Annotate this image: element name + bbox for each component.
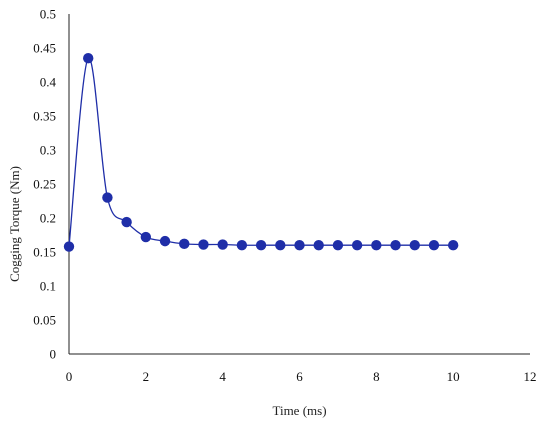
x-tick-labels: 0 2 4 6 8 10 12 <box>66 369 537 384</box>
x-tick-label: 0 <box>66 369 73 384</box>
x-tick-label: 2 <box>143 369 150 384</box>
data-point <box>198 239 209 250</box>
y-tick-label: 0.15 <box>33 245 56 260</box>
data-point <box>428 240 440 251</box>
y-tick-labels: 0 0.05 0.1 0.15 0.2 0.25 0.3 0.35 0.4 0.45 0.5 <box>33 7 56 362</box>
axes <box>68 14 530 355</box>
y-tick-label: 0.1 <box>40 279 56 294</box>
y-tick-label: 0 <box>50 347 57 362</box>
data-point <box>447 240 459 251</box>
data-point <box>332 240 344 251</box>
y-tick-label: 0.25 <box>33 177 56 192</box>
data-point <box>409 240 420 251</box>
series-layer <box>63 53 459 252</box>
data-point <box>63 241 75 252</box>
y-tick-label: 0.45 <box>33 41 56 56</box>
data-point <box>236 240 248 251</box>
y-tick-label: 0.05 <box>33 313 56 328</box>
x-tick-label: 12 <box>524 369 537 384</box>
x-tick-label: 4 <box>219 369 226 384</box>
data-point <box>313 240 324 251</box>
data-point <box>255 240 267 251</box>
data-point <box>294 240 305 251</box>
x-tick-label: 6 <box>296 369 303 384</box>
data-point <box>121 216 132 228</box>
data-point <box>140 231 152 243</box>
data-point <box>159 235 171 247</box>
data-point <box>83 53 94 64</box>
data-point <box>179 238 190 250</box>
y-axis-title: Cogging Torque (Nm) <box>7 166 22 282</box>
y-tick-label: 0.4 <box>40 75 57 90</box>
y-tick-label: 0.5 <box>40 7 56 22</box>
y-tick-label: 0.2 <box>40 211 56 226</box>
data-point <box>217 239 228 250</box>
y-tick-label: 0.3 <box>40 143 56 158</box>
data-point <box>371 240 382 251</box>
x-axis-title: Time (ms) <box>272 403 326 418</box>
y-tick-label: 0.35 <box>33 109 56 124</box>
data-point <box>390 240 401 251</box>
data-point <box>102 192 113 203</box>
x-tick-label: 10 <box>447 369 460 384</box>
x-tick-label: 8 <box>373 369 380 384</box>
data-point <box>351 240 363 251</box>
data-point <box>275 240 286 251</box>
series-line <box>68 57 454 247</box>
